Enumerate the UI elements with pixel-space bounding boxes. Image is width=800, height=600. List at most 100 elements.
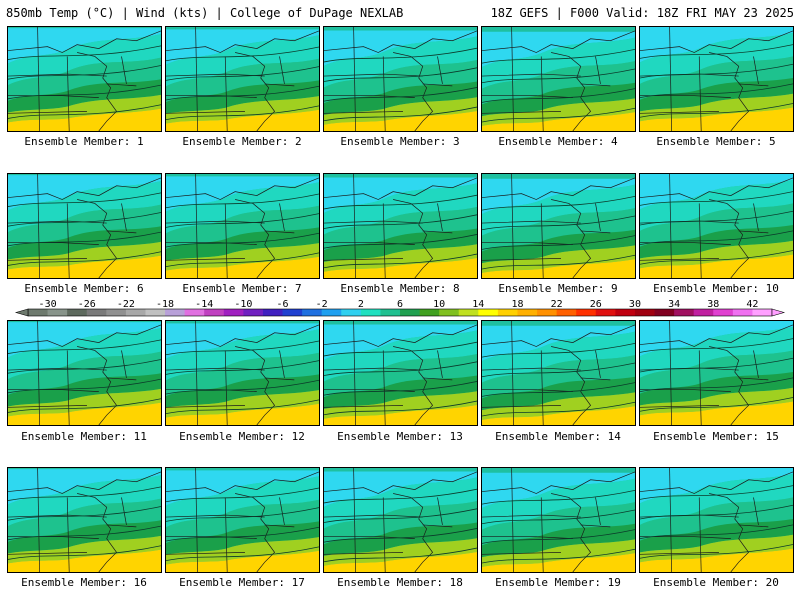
colorbar-swatch <box>458 309 479 316</box>
ensemble-member-label: Ensemble Member: 1 <box>24 135 144 148</box>
ensemble-member-label: Ensemble Member: 20 <box>653 576 779 589</box>
ensemble-member-label: Ensemble Member: 12 <box>179 430 305 443</box>
ensemble-map-panel <box>639 320 794 426</box>
colorbar-swatch <box>713 309 734 316</box>
colorbar-swatch <box>595 309 616 316</box>
ensemble-map-panel <box>481 467 636 573</box>
ensemble-member-label: Ensemble Member: 4 <box>498 135 618 148</box>
colorbar-swatch <box>654 309 675 316</box>
colorbar-tick-label: -26 <box>78 299 96 310</box>
ensemble-map-panel <box>639 467 794 573</box>
ensemble-map-panel <box>323 320 478 426</box>
ensemble-member-label: Ensemble Member: 2 <box>182 135 302 148</box>
colorbar-tick-label: -10 <box>234 299 252 310</box>
colorbar-tick-label: -22 <box>117 299 135 310</box>
ensemble-member-label: Ensemble Member: 7 <box>182 282 302 295</box>
ensemble-map-panel <box>323 467 478 573</box>
ensemble-map-panel <box>7 467 162 573</box>
colorbar-tick-label: 42 <box>746 299 758 310</box>
ensemble-member-label: Ensemble Member: 13 <box>337 430 463 443</box>
ensemble-map-panel <box>7 173 162 279</box>
ensemble-member-label: Ensemble Member: 15 <box>653 430 779 443</box>
colorbar-max-arrow <box>771 308 786 317</box>
colorbar-swatch <box>165 309 186 316</box>
ensemble-map-panel <box>165 467 320 573</box>
colorbar-swatch <box>674 309 695 316</box>
ensemble-member-label: Ensemble Member: 10 <box>653 282 779 295</box>
colorbar-swatch <box>380 309 401 316</box>
colorbar-swatch <box>302 309 323 316</box>
colorbar-tick-label: 14 <box>472 299 484 310</box>
colorbar-swatch <box>732 309 753 316</box>
colorbar-tick-label: -30 <box>39 299 57 310</box>
colorbar-tick-label: -18 <box>156 299 174 310</box>
colorbar-swatch <box>556 309 577 316</box>
ensemble-map-panel <box>481 320 636 426</box>
colorbar-tick-label: 18 <box>511 299 523 310</box>
colorbar-swatch <box>419 309 440 316</box>
colorbar-swatch <box>184 309 205 316</box>
colorbar-swatch <box>145 309 166 316</box>
colorbar-swatch <box>67 309 88 316</box>
colorbar-swatch <box>28 309 48 316</box>
colorbar-swatch <box>497 309 518 316</box>
ensemble-map-panel <box>323 173 478 279</box>
colorbar-swatch <box>693 309 714 316</box>
colorbar-tick-label: 30 <box>629 299 641 310</box>
colorbar-swatch <box>321 309 342 316</box>
ensemble-member-label: Ensemble Member: 17 <box>179 576 305 589</box>
ensemble-member-label: Ensemble Member: 14 <box>495 430 621 443</box>
colorbar-swatch <box>478 309 499 316</box>
colorbar-swatch <box>262 309 283 316</box>
temperature-colorbar: -30 -26 -22 -18 -14 -10 -6 -2 2 6 10 14 18 22 26 30 34 38… <box>14 298 786 320</box>
colorbar-swatch <box>615 309 636 316</box>
colorbar-swatch <box>439 309 460 316</box>
ensemble-map-panel <box>639 26 794 132</box>
colorbar-swatch <box>634 309 655 316</box>
colorbar-swatch <box>125 309 146 316</box>
ensemble-map-panel <box>481 26 636 132</box>
colorbar-tick-label: -6 <box>277 299 289 310</box>
colorbar-swatch <box>106 309 127 316</box>
colorbar-tick-label: 38 <box>707 299 719 310</box>
colorbar-tick-label: 2 <box>358 299 364 310</box>
ensemble-map-panel <box>639 173 794 279</box>
ensemble-map-panel <box>481 173 636 279</box>
colorbar-tick-label: 6 <box>397 299 403 310</box>
colorbar-tick-label: 22 <box>551 299 563 310</box>
colorbar-swatch <box>360 309 381 316</box>
colorbar-swatch <box>517 309 538 316</box>
colorbar-swatch <box>341 309 362 316</box>
colorbar-swatch <box>223 309 244 316</box>
header-valid-time: 18Z GEFS | F000 Valid: 18Z FRI MAY 23 20… <box>490 6 794 20</box>
colorbar-min-arrow <box>14 308 29 317</box>
colorbar-tick-label: -14 <box>195 299 213 310</box>
ensemble-member-label: Ensemble Member: 19 <box>495 576 621 589</box>
colorbar-swatch <box>243 309 264 316</box>
colorbar-swatch <box>86 309 107 316</box>
header-title: 850mb Temp (°C) | Wind (kts) | College o… <box>6 6 404 20</box>
ensemble-member-label: Ensemble Member: 5 <box>656 135 776 148</box>
colorbar-tick-label: -2 <box>316 299 328 310</box>
ensemble-member-label: Ensemble Member: 18 <box>337 576 463 589</box>
ensemble-member-label: Ensemble Member: 11 <box>21 430 147 443</box>
ensemble-map-panel <box>7 320 162 426</box>
ensemble-map-panel <box>7 26 162 132</box>
colorbar-tick-label: 10 <box>433 299 445 310</box>
colorbar-swatch <box>47 309 68 316</box>
ensemble-member-label: Ensemble Member: 6 <box>24 282 144 295</box>
ensemble-member-label: Ensemble Member: 9 <box>498 282 618 295</box>
ensemble-map-panel <box>165 173 320 279</box>
colorbar-tick-label: 34 <box>668 299 680 310</box>
colorbar-swatch <box>204 309 225 316</box>
ensemble-member-label: Ensemble Member: 8 <box>340 282 460 295</box>
colorbar-swatch <box>576 309 597 316</box>
ensemble-map-panel <box>165 26 320 132</box>
colorbar-swatch <box>752 309 773 316</box>
ensemble-map-panel <box>323 26 478 132</box>
colorbar-swatch <box>400 309 420 316</box>
colorbar-tick-label: 26 <box>590 299 602 310</box>
colorbar-swatch <box>282 309 303 316</box>
colorbar-swatch <box>537 309 558 316</box>
